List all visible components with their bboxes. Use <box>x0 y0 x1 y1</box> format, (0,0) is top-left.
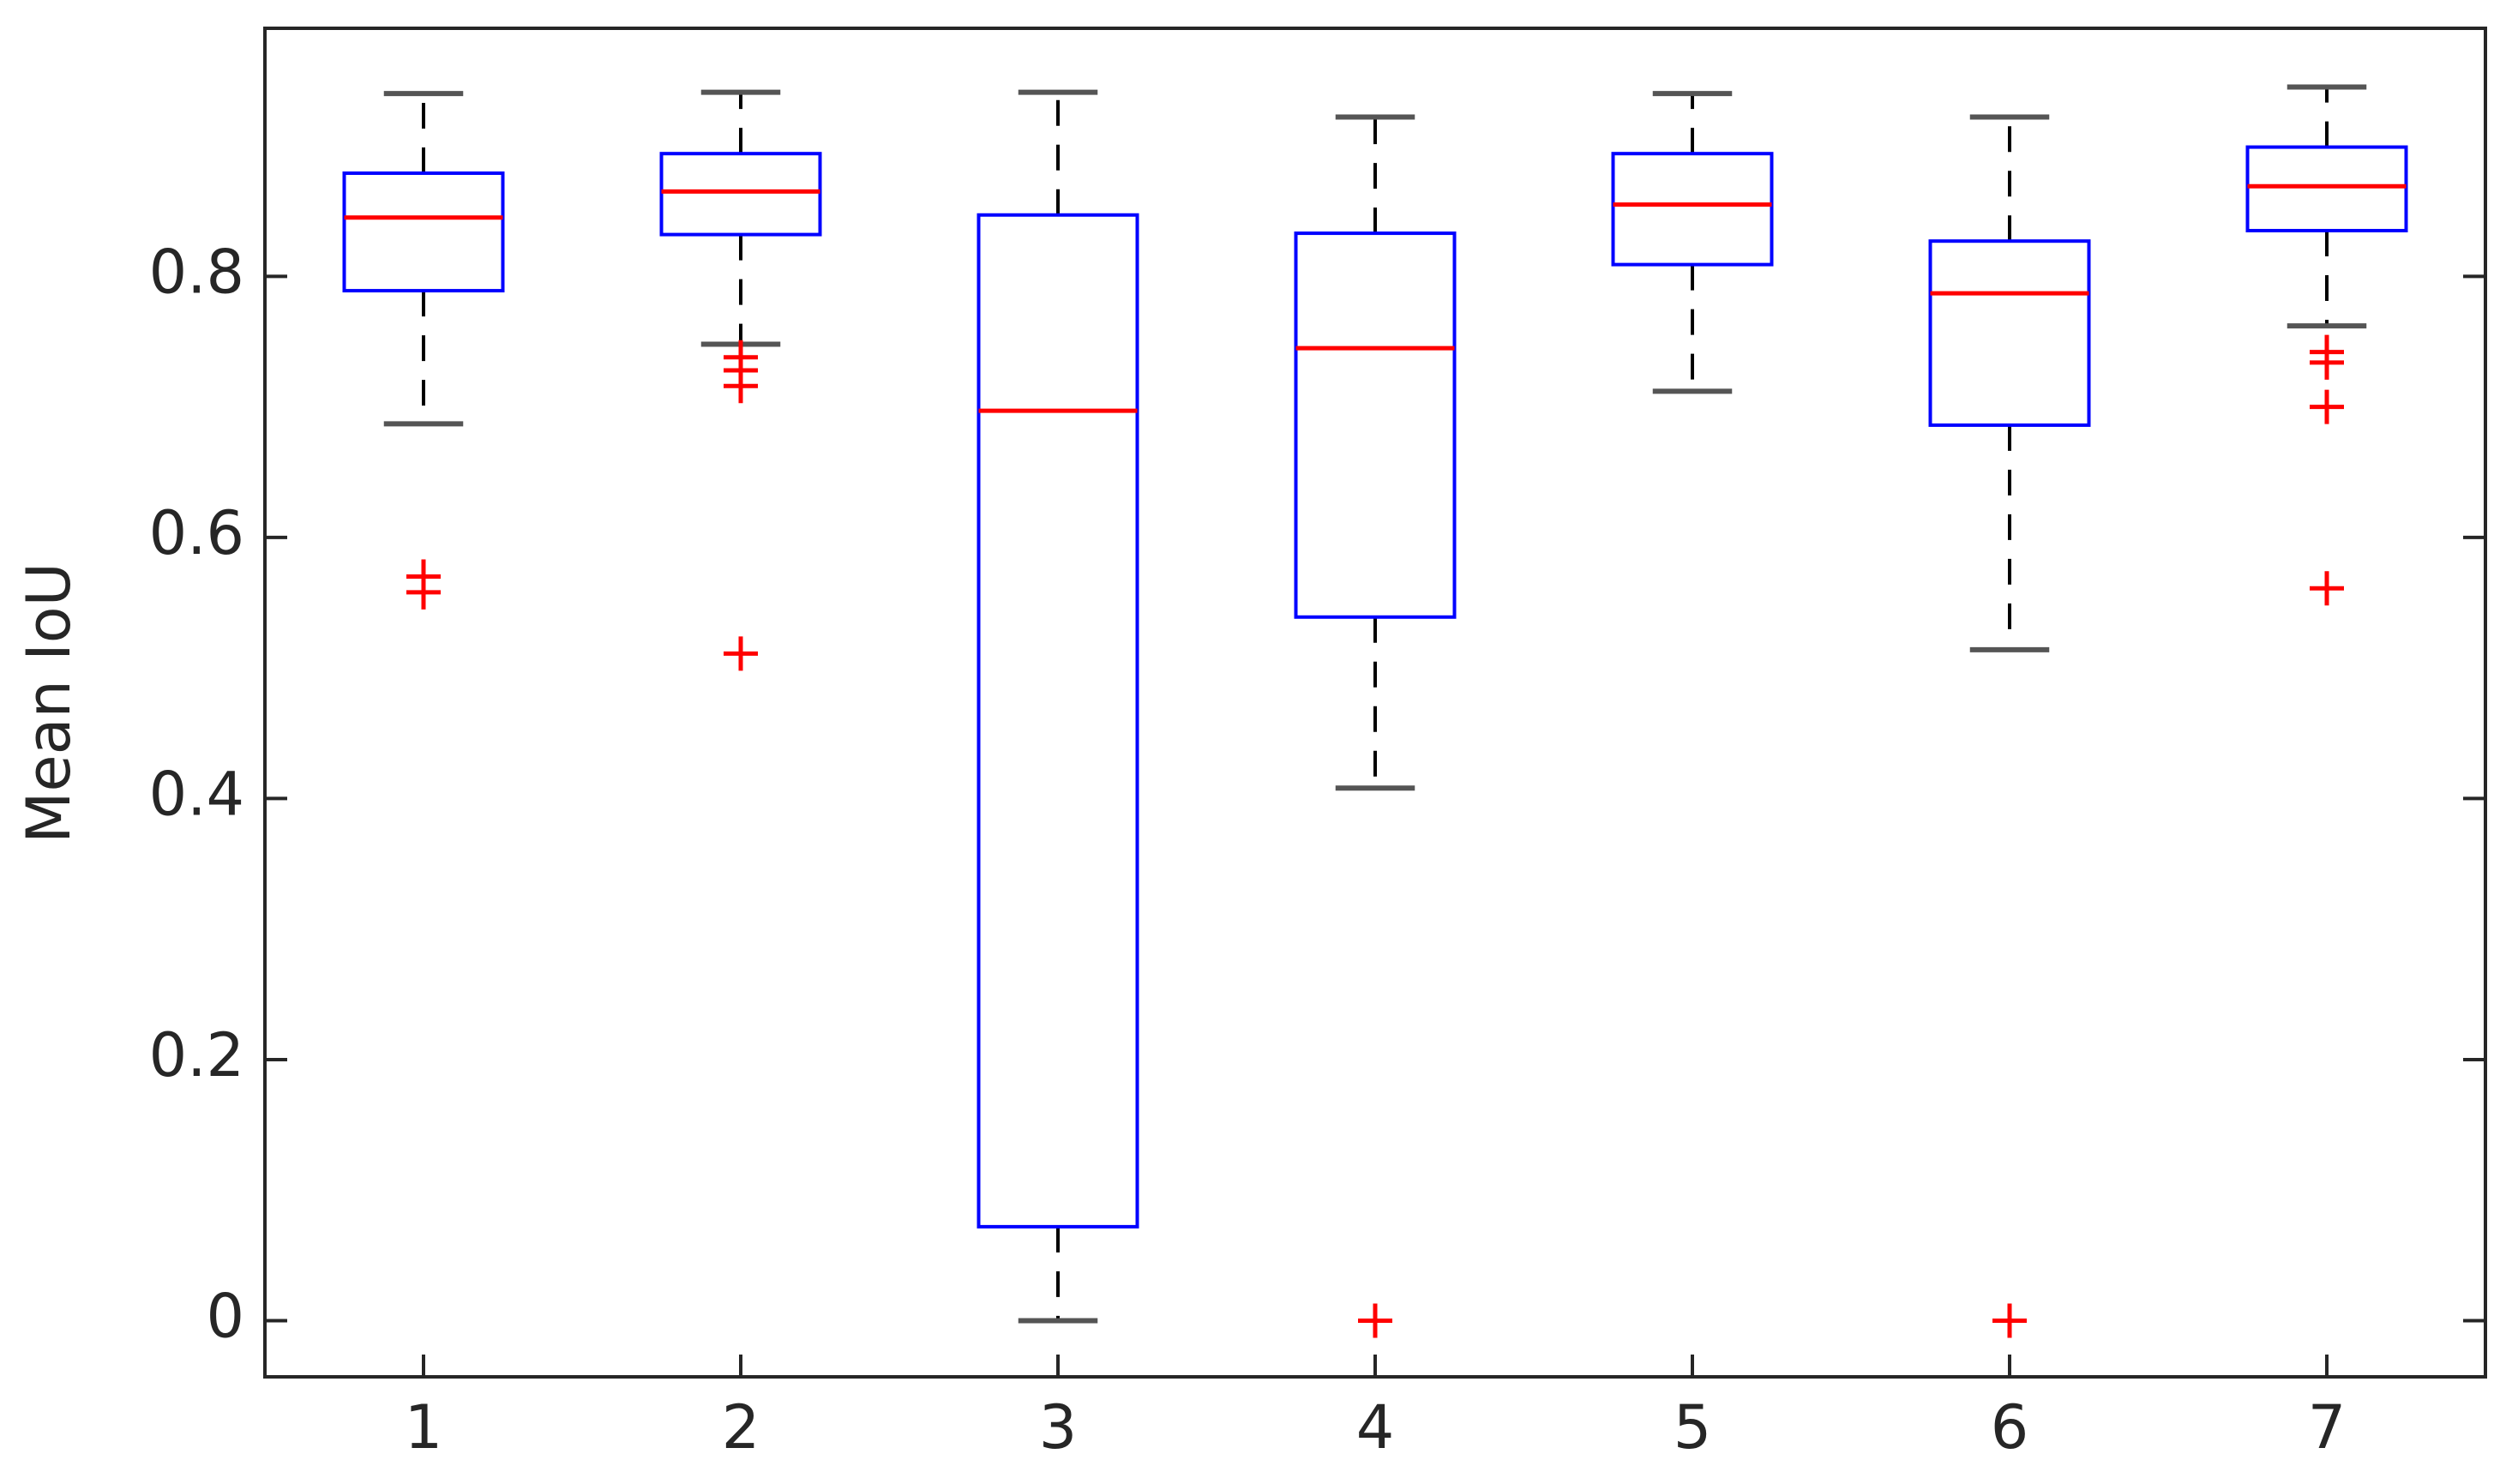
box <box>1611 152 1774 267</box>
x-tick-label: 3 <box>1039 1392 1078 1463</box>
box <box>342 171 505 293</box>
box <box>2245 145 2408 233</box>
outlier <box>2310 571 2344 606</box>
x-tick-label: 4 <box>1356 1392 1395 1463</box>
box <box>1294 231 1457 619</box>
y-tick-label: 0.2 <box>149 1020 244 1090</box>
x-tick-label: 5 <box>1674 1392 1712 1463</box>
box <box>1928 239 2091 427</box>
outlier <box>724 369 758 404</box>
outlier <box>2310 389 2344 424</box>
outlier <box>2310 345 2344 380</box>
y-tick-label: 0.4 <box>149 759 244 829</box>
box <box>659 152 822 237</box>
outlier <box>406 574 441 610</box>
y-tick-label: 0 <box>206 1282 244 1352</box>
outlier <box>1358 1303 1392 1338</box>
y-axis-label: Mean IoU <box>14 562 84 844</box>
y-tick-label: 0.8 <box>149 237 244 307</box>
outlier <box>1992 1303 2027 1338</box>
x-tick-label: 6 <box>1991 1392 2029 1463</box>
outlier <box>724 636 758 671</box>
x-tick-label: 7 <box>2308 1392 2347 1463</box>
box <box>977 213 1139 1229</box>
x-tick-label: 2 <box>722 1392 760 1463</box>
x-tick-label: 1 <box>405 1392 443 1463</box>
y-tick-label: 0.6 <box>149 498 244 568</box>
